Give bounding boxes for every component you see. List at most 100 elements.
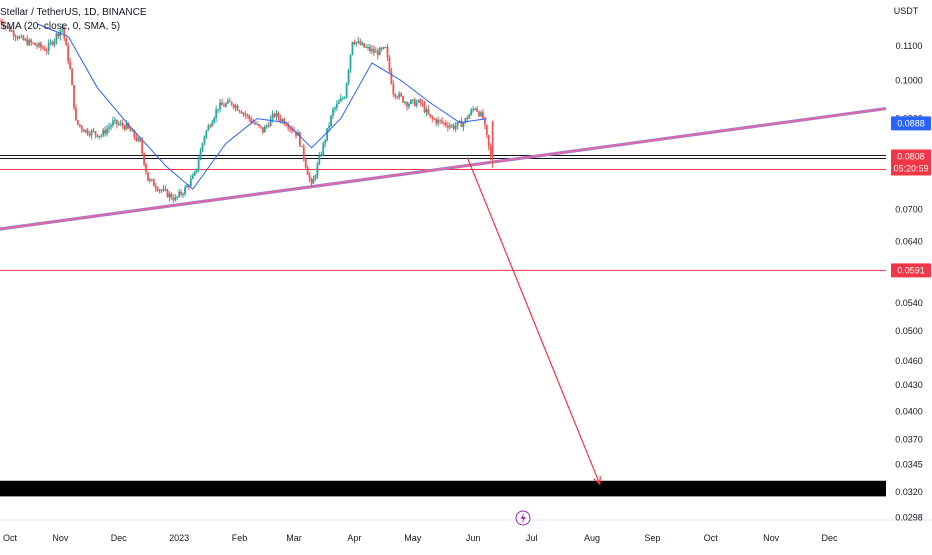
candle-body: [279, 117, 282, 121]
candle-body: [283, 119, 286, 125]
candle-body: [415, 102, 418, 107]
candle-body: [201, 143, 204, 151]
candle-body: [254, 122, 256, 125]
candle-body: [32, 42, 35, 44]
candle-body: [242, 113, 245, 115]
candle-body: [398, 93, 401, 98]
candle-body: [452, 125, 455, 130]
candle-body: [28, 39, 31, 45]
candle-body: [487, 135, 490, 147]
price-badge-current-text: 0.0808: [897, 152, 925, 162]
candle-body: [489, 146, 492, 157]
price-badge-lower-text: 0.0591: [897, 265, 925, 275]
candle-body: [386, 47, 389, 58]
candle-body: [376, 51, 379, 56]
candle-body: [112, 120, 114, 126]
candle-body: [90, 130, 93, 136]
candle-body: [470, 110, 473, 115]
candle-body: [92, 130, 95, 132]
candle-body: [115, 119, 118, 125]
candle-body: [195, 168, 198, 173]
candle-body: [96, 134, 99, 137]
projection-arrow: [466, 157, 601, 485]
candle-body: [12, 30, 15, 37]
candle-body: [135, 137, 138, 141]
candle-body: [223, 105, 225, 107]
candle-body: [180, 191, 182, 195]
candle-body: [88, 134, 91, 136]
candle-body: [98, 135, 101, 137]
candle-body: [306, 167, 309, 175]
candle-body: [417, 99, 420, 103]
candle-body: [133, 130, 136, 138]
y-tick-label: 0.0500: [895, 326, 923, 336]
candle-body: [454, 126, 457, 130]
y-tick-label: 0.0460: [895, 356, 923, 366]
candle-body: [337, 101, 340, 104]
candle-body: [332, 109, 334, 116]
candle-body: [150, 179, 153, 181]
candle-body: [125, 123, 128, 130]
candle-body: [205, 130, 208, 137]
candle-body: [314, 175, 317, 179]
candle-body: [174, 197, 177, 201]
candle-body: [419, 99, 422, 103]
candle-body: [127, 123, 130, 128]
candle-body: [320, 154, 323, 156]
x-tick-label: Dec: [822, 533, 839, 543]
candle-body: [371, 49, 373, 51]
candle-body: [24, 39, 27, 41]
candle-body: [224, 103, 227, 107]
candles: [0, 18, 494, 204]
candle-body: [137, 138, 140, 141]
candle-body: [485, 124, 488, 136]
candle-body: [466, 118, 469, 120]
candle-body: [380, 47, 383, 49]
x-tick-label: Oct: [3, 533, 18, 543]
candle-body: [51, 42, 54, 45]
candle-body: [189, 178, 192, 187]
candle-body: [166, 189, 169, 198]
candle-body: [404, 102, 406, 104]
candle-body: [18, 36, 21, 39]
y-tick-label: 0.0345: [895, 460, 923, 470]
candle-body: [10, 30, 13, 32]
candle-body: [76, 120, 79, 125]
candle-body: [390, 70, 393, 84]
candle-body: [168, 193, 171, 198]
candle-body: [343, 97, 346, 99]
currency-label: USDT: [894, 6, 919, 16]
candle-body: [458, 120, 461, 122]
candle-body: [326, 128, 329, 141]
x-tick-label: Jul: [526, 533, 538, 543]
candle-body: [34, 43, 36, 46]
candle-body: [6, 26, 9, 28]
x-tick-label: Jun: [466, 533, 481, 543]
candle-body: [384, 47, 387, 49]
candle-body: [145, 164, 147, 173]
candle-body: [298, 132, 301, 146]
candle-body: [207, 125, 210, 131]
candle-body: [287, 125, 290, 129]
candle-body: [480, 112, 482, 117]
candle-body: [316, 164, 319, 176]
candle-body: [277, 113, 280, 118]
candle-body: [184, 187, 186, 194]
candle-body: [291, 128, 293, 131]
ascending-trendline: [0, 107, 887, 230]
candle-body: [172, 198, 175, 201]
candle-body: [468, 114, 471, 119]
x-tick-label: Oct: [704, 533, 719, 543]
candle-body: [110, 125, 112, 128]
x-tick-label: Nov: [52, 533, 69, 543]
candle-body: [265, 125, 268, 127]
candle-body: [221, 102, 223, 106]
candle-body: [341, 98, 344, 100]
candle-body: [16, 37, 19, 39]
candle-body: [119, 123, 122, 125]
candle-body: [69, 61, 72, 69]
x-tick-label: Sep: [644, 533, 660, 543]
candle-body: [437, 119, 440, 124]
